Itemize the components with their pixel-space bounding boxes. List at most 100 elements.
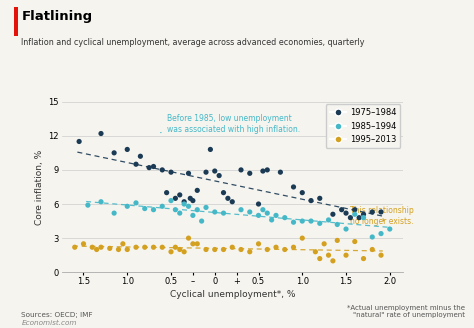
Point: [123, 147, 131, 152]
Point: [193, 188, 201, 193]
Point: [185, 236, 192, 241]
Point: [220, 190, 228, 195]
Point: [299, 190, 306, 195]
Point: [132, 245, 140, 250]
Point: [281, 247, 289, 252]
Point: [186, 196, 194, 201]
Point: [368, 247, 376, 252]
Point: [211, 168, 219, 174]
Point: [176, 192, 183, 197]
Point: [351, 212, 358, 217]
Point: [351, 207, 358, 212]
Point: [246, 171, 254, 176]
Point: [89, 245, 96, 250]
Point: [377, 231, 385, 236]
Point: [163, 190, 171, 195]
Point: [211, 209, 219, 215]
Point: [255, 213, 262, 218]
Point: [167, 170, 175, 175]
Point: [115, 247, 122, 252]
Point: [338, 207, 346, 212]
Point: [93, 247, 100, 252]
Point: [224, 196, 232, 201]
Text: Flatlining: Flatlining: [21, 10, 92, 23]
Point: [146, 165, 153, 170]
Point: [185, 171, 192, 176]
Point: [342, 211, 350, 216]
Point: [264, 167, 271, 173]
Point: [185, 204, 192, 209]
Point: [71, 245, 79, 250]
Point: [97, 245, 105, 250]
Point: [193, 241, 201, 246]
Point: [360, 256, 367, 261]
Point: [237, 247, 245, 252]
Point: [97, 131, 105, 136]
Point: [110, 211, 118, 216]
Point: [360, 212, 367, 217]
X-axis label: Cyclical unemployment*, %: Cyclical unemployment*, %: [170, 290, 295, 299]
Point: [180, 201, 188, 207]
Point: [316, 256, 324, 261]
Point: [211, 247, 219, 252]
Point: [80, 241, 87, 246]
Point: [268, 217, 275, 223]
Point: [158, 204, 166, 209]
Point: [356, 215, 363, 220]
Point: [180, 249, 188, 255]
Point: [342, 253, 350, 258]
Point: [259, 207, 267, 212]
Point: [150, 207, 157, 212]
Point: [141, 245, 148, 250]
Point: [97, 199, 105, 204]
Point: [325, 253, 332, 258]
Point: [377, 209, 385, 215]
Point: [351, 239, 358, 244]
Point: [237, 167, 245, 173]
Point: [123, 204, 131, 209]
Y-axis label: Core inflation, %: Core inflation, %: [35, 149, 44, 225]
Point: [368, 209, 376, 215]
Point: [220, 247, 228, 252]
Point: [123, 247, 131, 252]
Point: [202, 205, 210, 210]
Point: [277, 170, 284, 175]
Point: [290, 219, 297, 225]
Point: [75, 139, 83, 144]
Text: This relationship
no longer exists.: This relationship no longer exists.: [350, 206, 414, 226]
Point: [311, 249, 319, 255]
Point: [167, 249, 175, 255]
Point: [176, 211, 183, 216]
Point: [299, 236, 306, 241]
Point: [207, 147, 214, 152]
Point: [237, 207, 245, 212]
Point: [386, 226, 393, 232]
Point: [176, 247, 183, 252]
Point: [110, 150, 118, 155]
Point: [320, 241, 328, 246]
Point: [329, 258, 337, 263]
Point: [137, 154, 144, 159]
Point: [246, 209, 254, 215]
Point: [264, 247, 271, 252]
Point: [158, 245, 166, 250]
Point: [150, 245, 157, 250]
Point: [255, 201, 262, 207]
Point: [189, 198, 197, 203]
Point: [119, 241, 127, 246]
Point: [172, 207, 179, 212]
Point: [299, 218, 306, 224]
Point: [255, 241, 262, 246]
Point: [325, 217, 332, 223]
Text: *Actual unemployment minus the
"natural" rate of unemployment: *Actual unemployment minus the "natural"…: [346, 305, 465, 318]
Point: [334, 238, 341, 243]
Point: [368, 235, 376, 240]
Point: [220, 211, 228, 216]
Point: [342, 226, 350, 232]
Point: [84, 202, 91, 208]
Point: [202, 247, 210, 252]
Point: [141, 206, 148, 211]
Point: [334, 222, 341, 227]
Point: [346, 215, 354, 220]
Point: [132, 200, 140, 206]
